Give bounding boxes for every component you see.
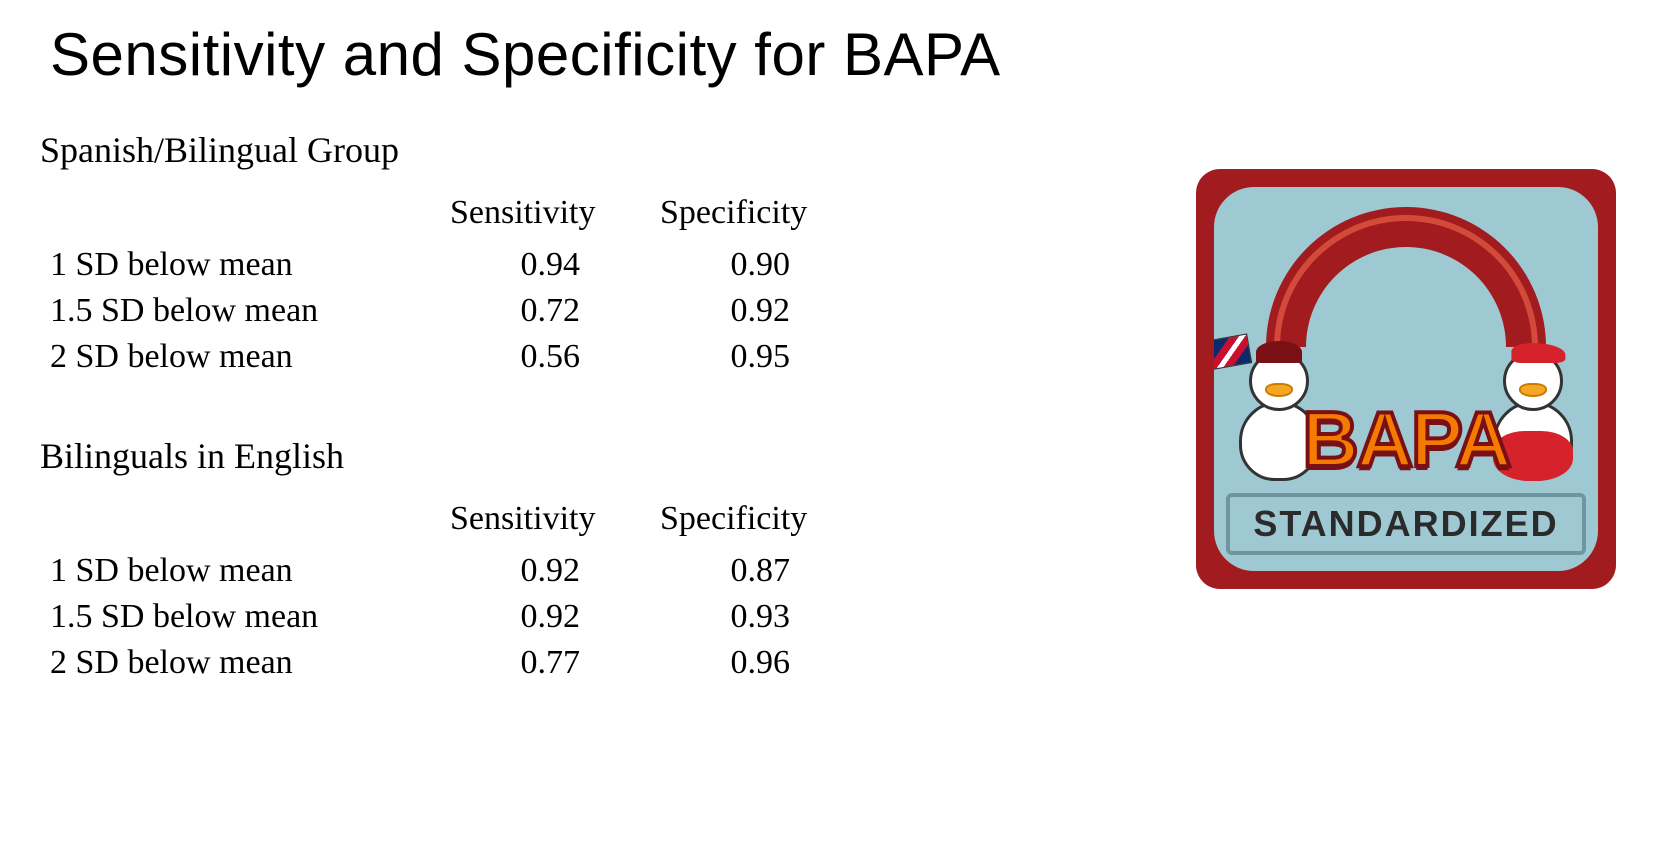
row-label: 2 SD below mean	[40, 640, 440, 686]
table-row: 1 SD below mean 0.94 0.90	[40, 242, 860, 288]
group-spanish-bilingual: Spanish/Bilingual Group Sensitivity Spec…	[40, 129, 940, 380]
standardized-text: STANDARDIZED	[1253, 503, 1558, 545]
duck-hat-icon	[1256, 341, 1302, 363]
group1-heading: Spanish/Bilingual Group	[40, 129, 940, 171]
duck-cap-icon	[1511, 343, 1565, 363]
group-bilinguals-english: Bilinguals in English Sensitivity Specif…	[40, 435, 940, 686]
row-label: 1 SD below mean	[40, 242, 440, 288]
table-row: 2 SD below mean 0.56 0.95	[40, 334, 860, 380]
tables-column: Spanish/Bilingual Group Sensitivity Spec…	[40, 129, 940, 741]
group1-table: Sensitivity Specificity 1 SD below mean …	[40, 189, 860, 380]
col-sensitivity: Sensitivity	[440, 495, 650, 548]
duck-beak-icon	[1519, 383, 1547, 397]
cell-sens: 0.92	[440, 548, 650, 594]
group2-header-row: Sensitivity Specificity	[40, 495, 860, 548]
app-icon-inner: BAPA STANDARDIZED	[1214, 187, 1598, 571]
uk-flag-icon	[1214, 333, 1252, 370]
cell-sens: 0.94	[440, 242, 650, 288]
col-specificity: Specificity	[650, 189, 860, 242]
blank-header	[40, 189, 440, 242]
row-label: 1 SD below mean	[40, 548, 440, 594]
standardized-bar: STANDARDIZED	[1226, 493, 1586, 555]
bapa-app-icon: BAPA STANDARDIZED	[1196, 169, 1616, 589]
cell-spec: 0.95	[650, 334, 860, 380]
cell-sens: 0.56	[440, 334, 650, 380]
cell-sens: 0.92	[440, 594, 650, 640]
content-row: Spanish/Bilingual Group Sensitivity Spec…	[40, 129, 1636, 741]
table-row: 2 SD below mean 0.77 0.96	[40, 640, 860, 686]
duck-beak-icon	[1265, 383, 1293, 397]
slide-title: Sensitivity and Specificity for BAPA	[50, 20, 1636, 89]
row-label: 1.5 SD below mean	[40, 594, 440, 640]
cell-sens: 0.72	[440, 288, 650, 334]
group2-table: Sensitivity Specificity 1 SD below mean …	[40, 495, 860, 686]
col-specificity: Specificity	[650, 495, 860, 548]
group1-header-row: Sensitivity Specificity	[40, 189, 860, 242]
table-row: 1 SD below mean 0.92 0.87	[40, 548, 860, 594]
row-label: 2 SD below mean	[40, 334, 440, 380]
cell-spec: 0.87	[650, 548, 860, 594]
slide: Sensitivity and Specificity for BAPA Spa…	[0, 0, 1676, 854]
bapa-word: BAPA	[1302, 394, 1509, 485]
cell-spec: 0.90	[650, 242, 860, 288]
table-row: 1.5 SD below mean 0.72 0.92	[40, 288, 860, 334]
logo-wrap: BAPA STANDARDIZED	[940, 129, 1636, 589]
row-label: 1.5 SD below mean	[40, 288, 440, 334]
cell-sens: 0.77	[440, 640, 650, 686]
cell-spec: 0.93	[650, 594, 860, 640]
blank-header	[40, 495, 440, 548]
col-sensitivity: Sensitivity	[440, 189, 650, 242]
cell-spec: 0.96	[650, 640, 860, 686]
table-row: 1.5 SD below mean 0.92 0.93	[40, 594, 860, 640]
group2-heading: Bilinguals in English	[40, 435, 940, 477]
cell-spec: 0.92	[650, 288, 860, 334]
